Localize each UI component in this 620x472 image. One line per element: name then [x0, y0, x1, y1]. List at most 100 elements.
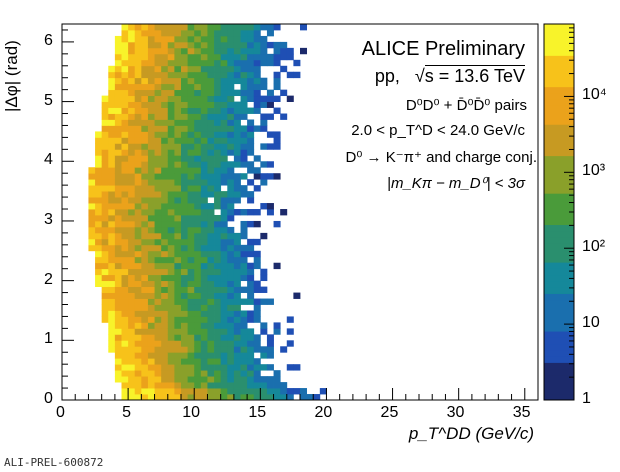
heatmap-cell [108, 292, 116, 299]
heatmap-cell [286, 394, 294, 401]
heatmap-cell [108, 143, 116, 150]
y-axis-title: |Δφ| (rad) [2, 40, 21, 112]
heatmap-cell [214, 155, 222, 162]
heatmap-cell [181, 346, 189, 353]
heatmap-cell [233, 59, 241, 67]
heatmap-cell [286, 71, 294, 79]
heatmap-cell [200, 173, 208, 180]
colorbar-swatch [544, 49, 574, 56]
heatmap-cell [293, 59, 301, 67]
heatmap-cell [154, 149, 162, 156]
heatmap-cell [260, 232, 268, 240]
heatmap-cell [114, 262, 122, 270]
heatmap-cell [167, 310, 175, 317]
heatmap-cell [240, 322, 248, 329]
heatmap-cell [114, 41, 122, 49]
heatmap-cell [134, 161, 142, 168]
heatmap-cell [207, 143, 215, 150]
heatmap-cell [161, 304, 169, 311]
heatmap-cell [194, 382, 202, 389]
heatmap-cell [114, 340, 122, 347]
heatmap-cell [141, 316, 149, 323]
heatmap-cell [134, 119, 142, 126]
colorbar-tick-label: 10³ [582, 162, 606, 180]
colorbar-swatch [544, 205, 574, 213]
heatmap-cell [214, 59, 222, 67]
heatmap-cell [227, 95, 235, 102]
heatmap-cell [214, 47, 222, 55]
heatmap-cell [220, 388, 228, 395]
colorbar-swatch [544, 237, 574, 244]
heatmap-cell [128, 214, 136, 222]
heatmap-cell [121, 29, 129, 37]
heatmap-cell [240, 316, 248, 323]
heatmap-cell [134, 59, 142, 67]
heatmap-cell [181, 298, 189, 305]
heatmap-cell [187, 340, 195, 347]
heatmap-cell [128, 340, 136, 347]
heatmap-cell [260, 125, 268, 132]
heatmap-cell [247, 35, 255, 43]
heatmap-cell [187, 304, 195, 311]
heatmap-cell [247, 167, 255, 174]
heatmap-cell [220, 370, 228, 377]
heatmap-cell [266, 59, 274, 67]
heatmap-cell [220, 143, 228, 150]
heatmap-cell [154, 298, 162, 305]
heatmap-cell [200, 322, 208, 329]
heatmap-cell [121, 232, 129, 240]
heatmap-cell [174, 232, 182, 240]
heatmap-cell [227, 280, 235, 287]
heatmap-cell [141, 53, 149, 61]
heatmap-cell [266, 340, 274, 347]
heatmap-cell [187, 77, 195, 85]
colorbar-swatch [544, 243, 574, 251]
heatmap-cell [167, 71, 175, 79]
heatmap-cell [95, 185, 103, 192]
heatmap-cell [141, 286, 149, 293]
heatmap-cell [154, 29, 162, 37]
heatmap-cell [147, 364, 155, 371]
heatmap-cell [253, 125, 261, 132]
heatmap-cell [200, 59, 208, 67]
heatmap-cell [167, 197, 175, 204]
heatmap-cell [141, 340, 149, 347]
heatmap-cell [167, 316, 175, 323]
heatmap-cell [174, 214, 182, 222]
heatmap-cell [167, 322, 175, 329]
heatmap-cell [300, 394, 308, 401]
heatmap-cell [141, 364, 149, 371]
heatmap-cell [141, 35, 149, 43]
heatmap-cell [200, 286, 208, 293]
heatmap-cell [108, 250, 116, 258]
heatmap-cell [181, 280, 189, 287]
heatmap-cell [134, 41, 142, 49]
heatmap-cell [286, 340, 294, 347]
heatmap-cell [101, 310, 109, 317]
heatmap-cell [220, 77, 228, 85]
heatmap-cell [227, 29, 235, 37]
colorbar-swatch [544, 224, 574, 232]
heatmap-cell [207, 185, 215, 192]
heatmap-cell [200, 113, 208, 120]
heatmap-cell [167, 298, 175, 305]
heatmap-cell [194, 125, 202, 132]
heatmap-cell [247, 24, 255, 31]
x-tick-label: 35 [512, 404, 531, 421]
heatmap-cell [134, 274, 142, 282]
heatmap-cell [128, 59, 136, 67]
heatmap-cell [134, 77, 142, 85]
heatmap-cell [181, 358, 189, 365]
heatmap-cell [181, 191, 189, 198]
colorbar-swatch [544, 280, 574, 288]
heatmap-cell [134, 113, 142, 120]
heatmap-cell [220, 29, 228, 37]
heatmap-cell [207, 244, 215, 252]
heatmap-cell [220, 53, 228, 61]
heatmap-cell [247, 370, 255, 377]
heatmap-cell [227, 203, 235, 210]
heatmap-cell [88, 167, 96, 174]
heatmap-cell [313, 394, 321, 401]
heatmap-cell [227, 394, 235, 401]
heatmap-cell [141, 298, 149, 305]
